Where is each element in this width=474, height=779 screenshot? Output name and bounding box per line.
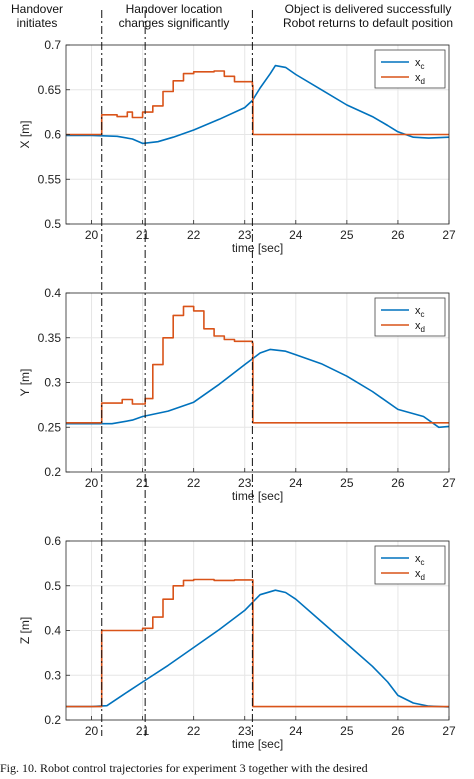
x-tick-label: 23 xyxy=(238,724,252,738)
series-line-xd xyxy=(66,305,449,424)
x-tick-label: 23 xyxy=(238,476,252,490)
series-line-xd xyxy=(66,578,449,708)
series-line-xc xyxy=(66,348,450,429)
x-axis-label: time [sec] xyxy=(232,241,283,255)
event-annotation-1: Handover initiates xyxy=(11,2,63,30)
series-line-xd xyxy=(66,70,449,136)
y-tick-label: 0.65 xyxy=(38,83,62,97)
legend-box xyxy=(374,297,446,337)
x-tick-label: 25 xyxy=(340,228,354,242)
x-tick-label: 20 xyxy=(85,228,99,242)
chart-panel-3: 20 21 22 23 24 25 26 27 0.2 0.3 0.4 0.5 0.6 time [sec… xyxy=(18,534,456,751)
y-axis-label: X [m] xyxy=(18,120,32,148)
y-tick-label: 0.55 xyxy=(38,172,62,186)
y-axis-label: Z [m] xyxy=(18,617,32,644)
y-tick-label: 0.35 xyxy=(38,331,62,345)
y-tick-label: 0.6 xyxy=(44,534,61,548)
x-tick-label: 24 xyxy=(289,476,303,490)
x-tick-label: 26 xyxy=(391,228,405,242)
chart-panel-2: 20 21 22 23 24 25 26 27 0.2 0.25 0.3 0.35 0.4 time [s… xyxy=(18,286,456,503)
x-tick-label: 24 xyxy=(289,228,303,242)
legend-box xyxy=(374,545,446,585)
x-tick-label: 21 xyxy=(136,724,150,738)
x-tick-label: 20 xyxy=(85,724,99,738)
y-tick-label: 0.4 xyxy=(44,624,61,638)
y-tick-label: 0.5 xyxy=(44,217,61,231)
y-tick-label: 0.4 xyxy=(44,286,61,300)
y-tick-label: 0.5 xyxy=(44,579,61,593)
x-tick-label: 26 xyxy=(391,724,405,738)
y-tick-label: 0.6 xyxy=(44,128,61,142)
x-tick-label: 24 xyxy=(289,724,303,738)
y-tick-label: 0.2 xyxy=(44,465,61,479)
x-tick-label: 21 xyxy=(136,228,150,242)
legend-label: xd xyxy=(415,568,425,582)
legend-label: xd xyxy=(415,72,425,86)
y-tick-label: 0.25 xyxy=(38,420,62,434)
y-tick-label: 0.7 xyxy=(44,38,61,52)
x-tick-label: 27 xyxy=(442,228,456,242)
legend-label: xc xyxy=(415,57,425,71)
y-tick-label: 0.3 xyxy=(44,668,61,682)
chart-panel-1: 20 21 22 23 24 25 26 27 0.5 0.55 0.6 0.65 0.7 time [s… xyxy=(18,38,456,255)
series-line-xc xyxy=(66,64,450,145)
x-axis-label: time [sec] xyxy=(232,489,283,503)
x-tick-label: 21 xyxy=(136,476,150,490)
y-tick-label: 0.3 xyxy=(44,376,61,390)
y-axis-label: Y [m] xyxy=(18,369,32,397)
legend-label: xc xyxy=(415,553,425,567)
x-tick-label: 25 xyxy=(340,476,354,490)
x-tick-label: 22 xyxy=(187,228,201,242)
x-tick-label: 27 xyxy=(442,476,456,490)
event-annotation-2: Handover location changes significantly xyxy=(119,2,230,30)
series-line-xc xyxy=(66,589,450,708)
x-axis-label: time [sec] xyxy=(232,737,283,751)
x-tick-label: 26 xyxy=(391,476,405,490)
x-tick-label: 27 xyxy=(442,724,456,738)
x-tick-label: 20 xyxy=(85,476,99,490)
x-tick-label: 23 xyxy=(238,228,252,242)
x-tick-label: 22 xyxy=(187,476,201,490)
y-tick-label: 0.2 xyxy=(44,713,61,727)
x-tick-label: 22 xyxy=(187,724,201,738)
legend-label: xd xyxy=(415,320,425,334)
legend-box xyxy=(374,49,446,89)
event-annotation-3: Object is delivered successfully Robot re… xyxy=(283,2,453,30)
x-tick-label: 25 xyxy=(340,724,354,738)
legend-label: xc xyxy=(415,305,425,319)
figure-caption: Fig. 10. Robot control trajectories for … xyxy=(0,761,368,775)
